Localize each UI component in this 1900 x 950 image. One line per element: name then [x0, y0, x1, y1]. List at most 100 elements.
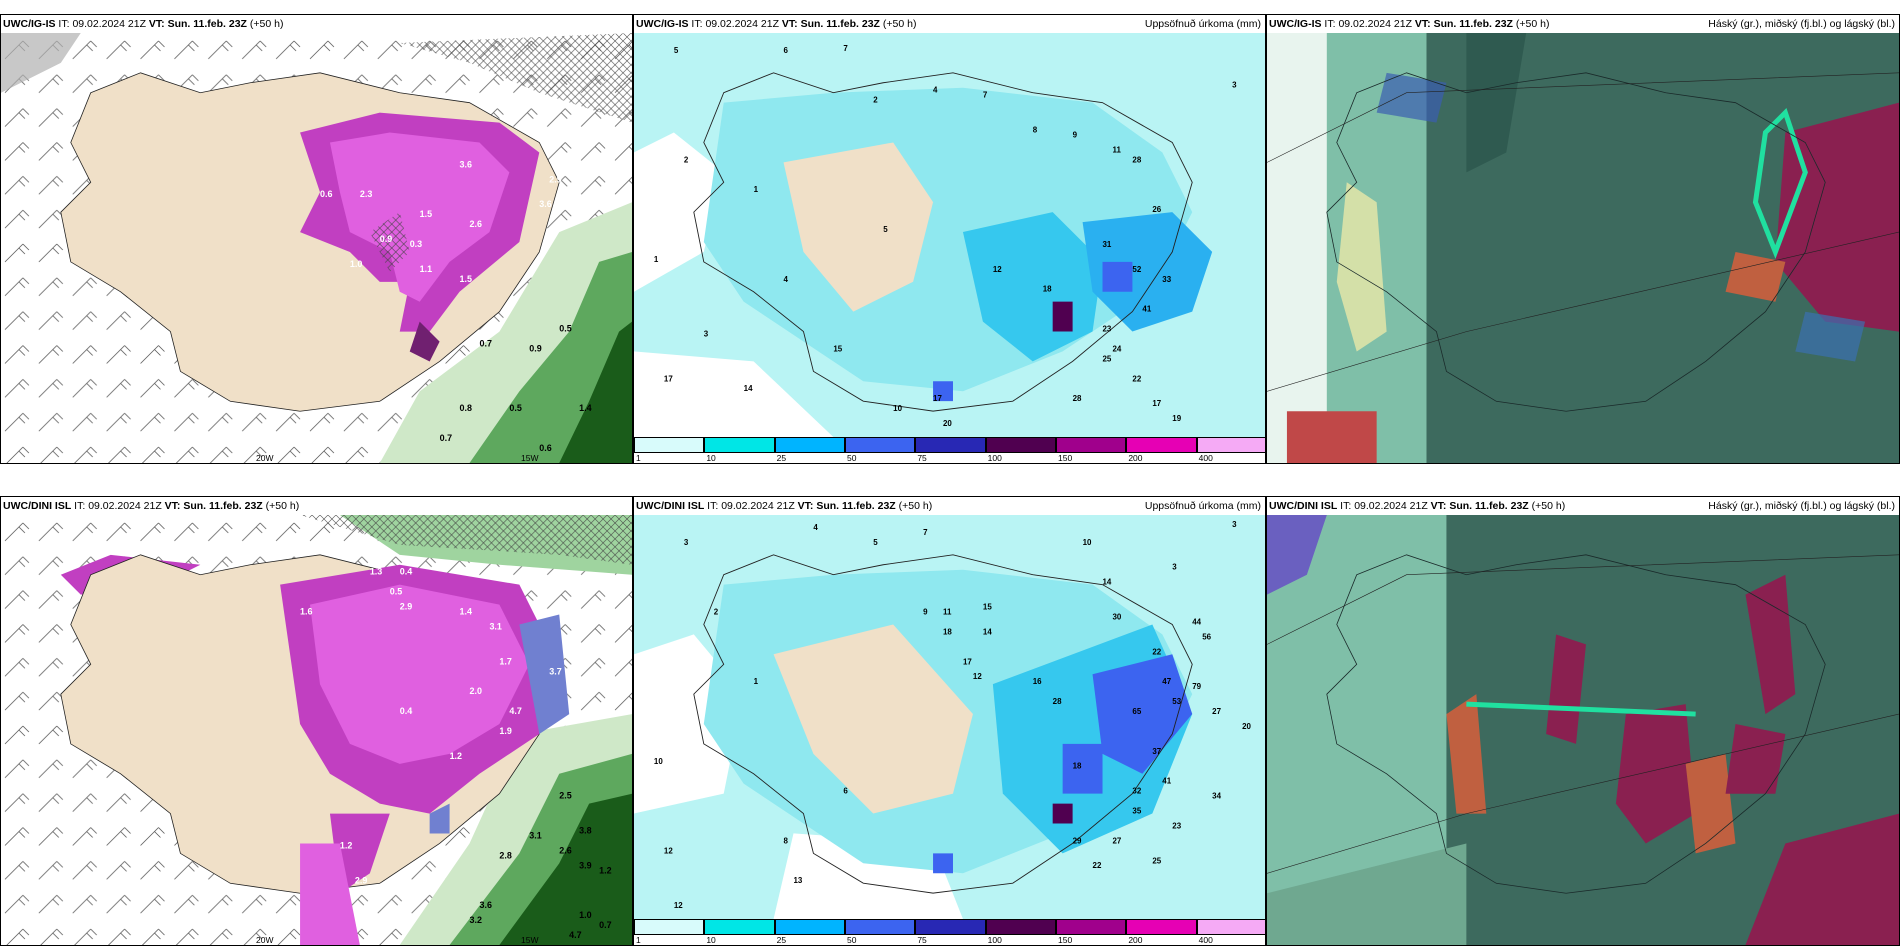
svg-text:20: 20: [1242, 722, 1251, 731]
precip-colorbar: 1 10 25 50 75 100 150 200 400: [634, 437, 1265, 463]
svg-text:0.5: 0.5: [559, 324, 571, 334]
svg-text:8: 8: [1033, 126, 1038, 135]
model-name: UWC/DINI ISL: [636, 500, 705, 512]
svg-text:3: 3: [1232, 81, 1237, 90]
colorbar-swatch: [774, 919, 845, 935]
svg-text:52: 52: [1132, 265, 1141, 274]
iceland-outline: [693, 554, 1193, 894]
svg-text:22: 22: [1093, 861, 1102, 870]
colorbar-tick: 10: [706, 935, 716, 945]
snow-map-svg: 1.3 0.40.5 1.6 2.9 1.4 3.11.73.7 2.04.71.9 …: [1, 515, 632, 945]
iceland-outline: [1326, 554, 1826, 894]
svg-text:2: 2: [714, 608, 719, 617]
panel-header: UWC/IG-IS IT: 09.02.2024 21Z VT: Sun. 11…: [1267, 15, 1899, 33]
colorbar-swatch: [774, 437, 845, 453]
vt-label: VT:: [781, 18, 798, 30]
svg-text:12: 12: [664, 846, 673, 855]
svg-text:24: 24: [1112, 344, 1121, 353]
svg-text:27: 27: [1212, 707, 1221, 716]
svg-text:19: 19: [1172, 414, 1181, 423]
svg-text:17: 17: [963, 657, 972, 666]
colorbar-swatch: [1056, 919, 1127, 935]
svg-text:18: 18: [1073, 762, 1082, 771]
svg-text:0.4: 0.4: [400, 567, 412, 577]
model-name: UWC/DINI ISL: [1269, 500, 1338, 512]
vt-value: Sun. 11.feb. 23Z: [800, 18, 880, 30]
iceland-outline: [1326, 72, 1826, 412]
svg-text:35: 35: [1132, 807, 1141, 816]
cloud-map: [1267, 515, 1899, 945]
svg-text:17: 17: [664, 374, 673, 383]
svg-text:47: 47: [1162, 677, 1171, 686]
svg-text:14: 14: [983, 627, 992, 636]
svg-text:23: 23: [1103, 325, 1112, 334]
svg-text:32: 32: [1132, 787, 1141, 796]
panel-title: Uppsöfnuð úrkoma (mm): [1144, 18, 1261, 30]
vt-label: VT:: [1414, 18, 1431, 30]
snow-values-top-dark: 0.7 0.8 0.5 0.7 0.6 1.4 0.9 0.5: [440, 324, 592, 453]
colorbar-tick: 200: [1128, 453, 1143, 463]
snow-map: 1.3 0.4 0.5 1.6 2.9 1.4 3.1 1.7 3.7 2.0 4.7 1.9 …: [1, 515, 632, 945]
colorbar-tick: 100: [987, 453, 1002, 463]
svg-text:1.1: 1.1: [420, 264, 432, 274]
svg-text:0.7: 0.7: [479, 339, 491, 349]
panel-snow-dini: UWC/DINI ISL IT: 09.02.2024 21Z VT: Sun.…: [0, 496, 633, 946]
svg-text:2.9: 2.9: [400, 602, 412, 612]
colorbar-tick: 150: [1058, 453, 1073, 463]
colorbar-swatch: [915, 919, 986, 935]
svg-text:5: 5: [883, 225, 888, 234]
svg-text:1.9: 1.9: [499, 726, 511, 736]
svg-text:15: 15: [833, 344, 842, 353]
panel-header: UWC/IG-IS IT: 09.02.2024 21Z VT: Sun. 11…: [634, 15, 1265, 33]
panel-precip-igis: UWC/IG-IS IT: 09.02.2024 21Z VT: Sun. 11…: [633, 14, 1266, 464]
colorbar-swatch: [845, 919, 916, 935]
colorbar-swatch: [985, 919, 1056, 935]
vt-value: Sun. 11.feb. 23Z: [816, 500, 896, 512]
svg-text:12: 12: [973, 672, 982, 681]
svg-text:1: 1: [654, 255, 659, 264]
svg-text:14: 14: [1103, 578, 1112, 587]
panel-header: UWC/DINI ISL IT: 09.02.2024 21Z VT: Sun.…: [1, 497, 632, 515]
svg-text:0.7: 0.7: [440, 433, 452, 443]
svg-text:2.8: 2.8: [499, 850, 511, 860]
svg-text:1.6: 1.6: [300, 607, 312, 617]
svg-text:0.5: 0.5: [509, 403, 521, 413]
svg-text:3.1: 3.1: [529, 831, 541, 841]
svg-text:28: 28: [1053, 697, 1062, 706]
colorbar-swatch: [704, 437, 775, 453]
svg-text:3.8: 3.8: [579, 826, 591, 836]
svg-text:17: 17: [933, 394, 942, 403]
lon-label-20w: 20W: [256, 935, 274, 945]
svg-text:1.5: 1.5: [420, 209, 432, 219]
svg-text:2.6: 2.6: [559, 845, 571, 855]
svg-text:5: 5: [674, 46, 679, 55]
snow-map: 3.6 2.9 3.6 2.3 1.5 2.6 0.9 1.1 1.5 0.6 0.3 1.0 …: [1, 33, 632, 463]
precip-colorbar: 1 10 25 50 75 100 150 200 400: [634, 919, 1265, 945]
svg-text:29: 29: [1073, 836, 1082, 845]
colorbar-tick: 10: [706, 453, 716, 463]
lead-time: (+50 h): [1531, 500, 1566, 512]
svg-text:10: 10: [1083, 538, 1092, 547]
svg-text:7: 7: [843, 44, 848, 53]
svg-text:0.6: 0.6: [320, 189, 332, 199]
svg-text:41: 41: [1162, 777, 1171, 786]
colorbar-swatch: [1196, 919, 1265, 935]
colorbar-tick: 50: [847, 453, 857, 463]
model-name: UWC/DINI ISL: [3, 500, 72, 512]
svg-text:1.2: 1.2: [599, 865, 611, 875]
it-value: 09.02.2024 21Z: [72, 18, 146, 30]
svg-text:1.5: 1.5: [460, 274, 472, 284]
svg-text:65: 65: [1132, 707, 1141, 716]
colorbar-swatch: [1196, 437, 1265, 453]
vt-value: Sun. 11.feb. 23Z: [1433, 18, 1513, 30]
svg-text:0.7: 0.7: [599, 920, 611, 930]
colorbar-tick: 50: [847, 935, 857, 945]
svg-text:7: 7: [983, 91, 988, 100]
svg-text:6: 6: [784, 46, 789, 55]
colorbar-swatch: [1056, 437, 1127, 453]
svg-text:33: 33: [1162, 275, 1171, 284]
precip-values-bottom: 4 5 7 10 3 3 14 30 44 56 22 47 79 53 65 27 20 37 41 3…: [654, 520, 1252, 910]
svg-text:1.3: 1.3: [370, 567, 382, 577]
